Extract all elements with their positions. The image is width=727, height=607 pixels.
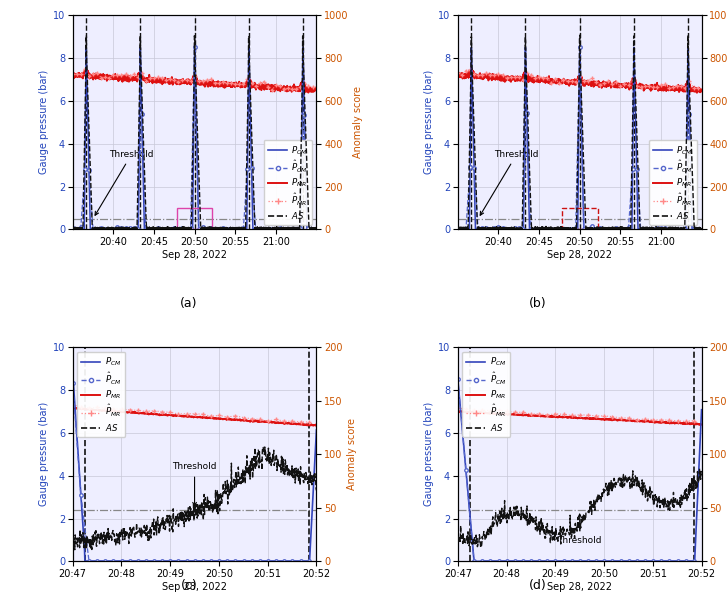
Text: (b): (b) (529, 297, 547, 310)
X-axis label: Sep 28, 2022: Sep 28, 2022 (547, 250, 612, 260)
Bar (562, 208, 598, 229)
Text: (c): (c) (180, 579, 198, 592)
Text: Threshold: Threshold (481, 150, 539, 215)
Text: Threshold: Threshold (95, 150, 154, 215)
Y-axis label: Anomaly score: Anomaly score (347, 418, 357, 490)
X-axis label: Sep 28, 2022: Sep 28, 2022 (547, 582, 612, 592)
X-axis label: Sep 28, 2022: Sep 28, 2022 (162, 250, 227, 260)
Y-axis label: Anomaly score: Anomaly score (353, 86, 363, 158)
Legend: $P_{CM}$, $\hat{P}_{CM}$, $P_{MR}$, $\hat{P}_{MR}$, $AS$: $P_{CM}$, $\hat{P}_{CM}$, $P_{MR}$, $\ha… (77, 351, 125, 437)
Text: (a): (a) (180, 297, 198, 310)
Bar (177, 208, 212, 229)
Y-axis label: Gauge pressure (bar): Gauge pressure (bar) (39, 402, 49, 506)
Text: Threshold: Threshold (172, 463, 217, 506)
X-axis label: Sep 28, 2022: Sep 28, 2022 (162, 582, 227, 592)
Legend: $P_{CM}$, $\hat{P}_{CM}$, $P_{MR}$, $\hat{P}_{MR}$, $AS$: $P_{CM}$, $\hat{P}_{CM}$, $P_{MR}$, $\ha… (264, 140, 312, 225)
Legend: $P_{CM}$, $\hat{P}_{CM}$, $P_{MR}$, $\hat{P}_{MR}$, $AS$: $P_{CM}$, $\hat{P}_{CM}$, $P_{MR}$, $\ha… (462, 351, 510, 437)
Y-axis label: Gauge pressure (bar): Gauge pressure (bar) (424, 70, 434, 174)
Y-axis label: Gauge pressure (bar): Gauge pressure (bar) (424, 402, 434, 506)
Text: Threshold: Threshold (558, 514, 602, 544)
Y-axis label: Gauge pressure (bar): Gauge pressure (bar) (39, 70, 49, 174)
Legend: $P_{CM}$, $\hat{P}_{CM}$, $P_{MR}$, $\hat{P}_{MR}$, $AS$: $P_{CM}$, $\hat{P}_{CM}$, $P_{MR}$, $\ha… (649, 140, 697, 225)
Text: (d): (d) (529, 579, 547, 592)
